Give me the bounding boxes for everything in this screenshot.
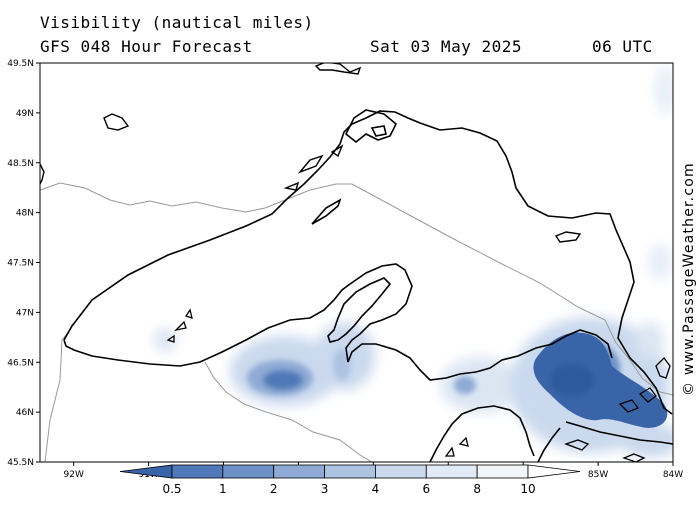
forecast-time: 06 UTC [592, 37, 653, 56]
colorbar-segment [324, 464, 376, 479]
map-area [40, 63, 673, 462]
colorbar-segment [222, 464, 275, 479]
nipigon-islands [283, 144, 344, 191]
lat-tick-label: 46N [16, 408, 34, 418]
colorbar-label: 10 [520, 482, 535, 496]
lon-tick-label: 92W [64, 470, 84, 480]
colorbar: 0.5 1 2 3 4 6 8 10 [119, 464, 581, 496]
colorbar-segment [375, 464, 427, 479]
west-lake [103, 113, 130, 131]
colorbar-label: 8 [473, 482, 481, 496]
lat-tick-label: 49N [16, 109, 34, 119]
lat-tick-label: 46.5N [7, 358, 34, 368]
west-edge-coast [40, 163, 45, 185]
lake-michigan-shore [429, 405, 673, 462]
colorbar-segment [527, 464, 581, 479]
visibility-shading [153, 65, 673, 458]
forecast-model-title: GFS 048 Hour Forecast [40, 37, 253, 56]
lon-tick-label: 84W [663, 470, 683, 480]
lat-tick-label: 45.5N [7, 458, 34, 468]
eastern-islands [618, 357, 671, 413]
lon-tick-label: 85W [588, 470, 608, 480]
forecast-date: Sat 03 May 2025 [370, 37, 522, 56]
state-border-mn-wi [44, 329, 71, 462]
apostle-islands [166, 308, 193, 343]
lat-tick-label: 48.5N [7, 159, 34, 169]
northern-lake [314, 63, 362, 75]
lat-tick-label: 48N [16, 209, 34, 219]
lat-tick-label: 47.5N [7, 259, 34, 269]
colorbar-label: 2 [270, 482, 278, 496]
lat-tick-label: 47N [16, 308, 34, 318]
colorbar-label: 6 [422, 482, 430, 496]
lake-michigan-islands [444, 436, 646, 462]
colorbar-label: 4 [372, 482, 380, 496]
colorbar-segment [425, 464, 478, 479]
east-lake [554, 231, 582, 243]
colorbar-segment [273, 464, 325, 479]
state-border-wi-mi [204, 361, 373, 462]
dense-fog-center [550, 364, 594, 396]
colorbar-segment [171, 464, 224, 479]
lake-nipigon [344, 109, 397, 144]
international-border [40, 182, 673, 396]
colorbar-label: 0.5 [162, 482, 181, 496]
isle-royale [311, 198, 342, 225]
lat-tick-label: 49.5N [7, 59, 34, 69]
dense-fog-core [533, 332, 668, 428]
colorbar-label: 1 [219, 482, 227, 496]
keweenaw-peninsula [327, 277, 392, 343]
colorbar-segment [476, 464, 529, 479]
lake-superior-shore [63, 110, 673, 415]
chart-variable-title: Visibility (nautical miles) [40, 13, 314, 32]
colorbar-label: 3 [321, 482, 329, 496]
credit-text: © www.PassageWeather.com [681, 162, 697, 396]
